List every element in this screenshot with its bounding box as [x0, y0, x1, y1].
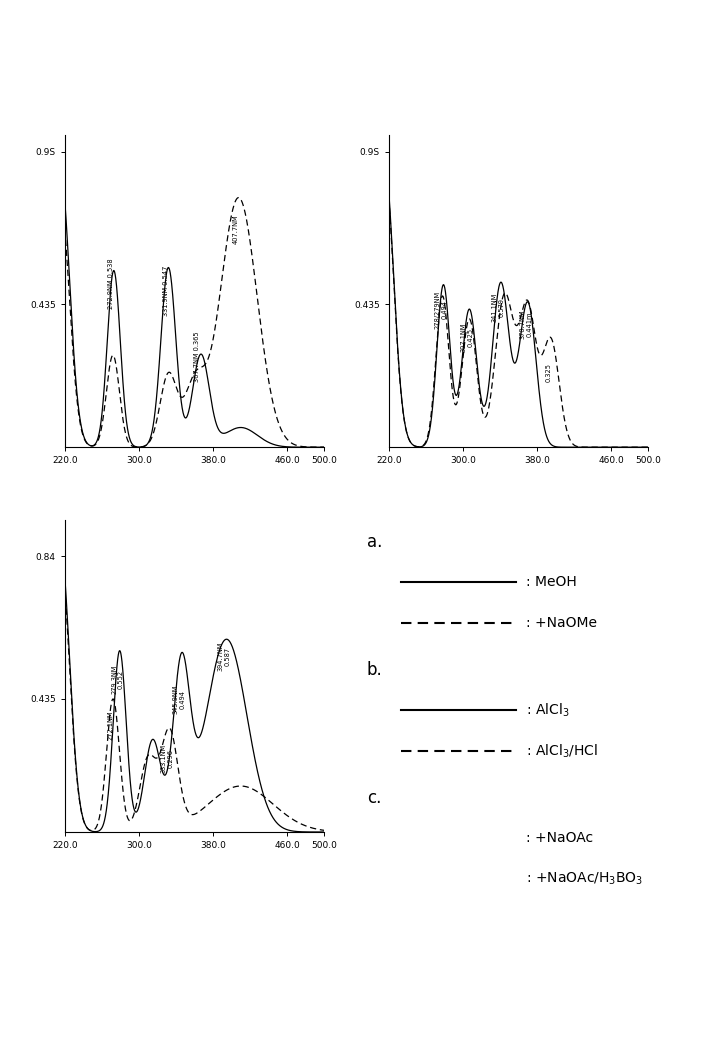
Text: 407.7NM: 407.7NM: [233, 214, 239, 243]
Text: : +NaOAc: : +NaOAc: [526, 831, 593, 846]
Text: a.: a.: [367, 532, 382, 551]
Text: c.: c.: [367, 788, 382, 807]
Text: b.: b.: [367, 660, 382, 679]
Text: 307.1NM
0.425: 307.1NM 0.425: [461, 322, 474, 352]
Text: 278/279NM
0.494: 278/279NM 0.494: [434, 291, 447, 329]
Text: 331.9NM 0.547: 331.9NM 0.547: [163, 265, 168, 316]
Text: : +NaOMe: : +NaOMe: [526, 616, 597, 630]
Text: 333.1NM
0.296: 333.1NM 0.296: [160, 744, 173, 773]
Text: 279.3NM
0.552: 279.3NM 0.552: [111, 665, 124, 694]
Text: 272.1NM: 272.1NM: [107, 710, 113, 740]
Text: 345.9NM
0.494: 345.9NM 0.494: [172, 684, 185, 713]
Text: 272.9NM 0.538: 272.9NM 0.538: [108, 259, 114, 309]
Text: 394.7NM
0.587: 394.7NM 0.587: [217, 642, 230, 671]
Text: 370.7NM
0.441m: 370.7NM 0.441m: [519, 309, 532, 339]
Text: 341.1NM
0.579: 341.1NM 0.579: [492, 293, 505, 322]
Text: 367.7NM 0.365: 367.7NM 0.365: [194, 331, 200, 382]
Text: : +NaOAc/H$_3$BO$_3$: : +NaOAc/H$_3$BO$_3$: [526, 870, 643, 887]
Text: 0.325: 0.325: [546, 363, 552, 382]
Text: : MeOH: : MeOH: [526, 575, 577, 590]
Text: : AlCl$_3$/HCl: : AlCl$_3$/HCl: [526, 743, 598, 759]
Text: : AlCl$_3$: : AlCl$_3$: [526, 702, 570, 719]
